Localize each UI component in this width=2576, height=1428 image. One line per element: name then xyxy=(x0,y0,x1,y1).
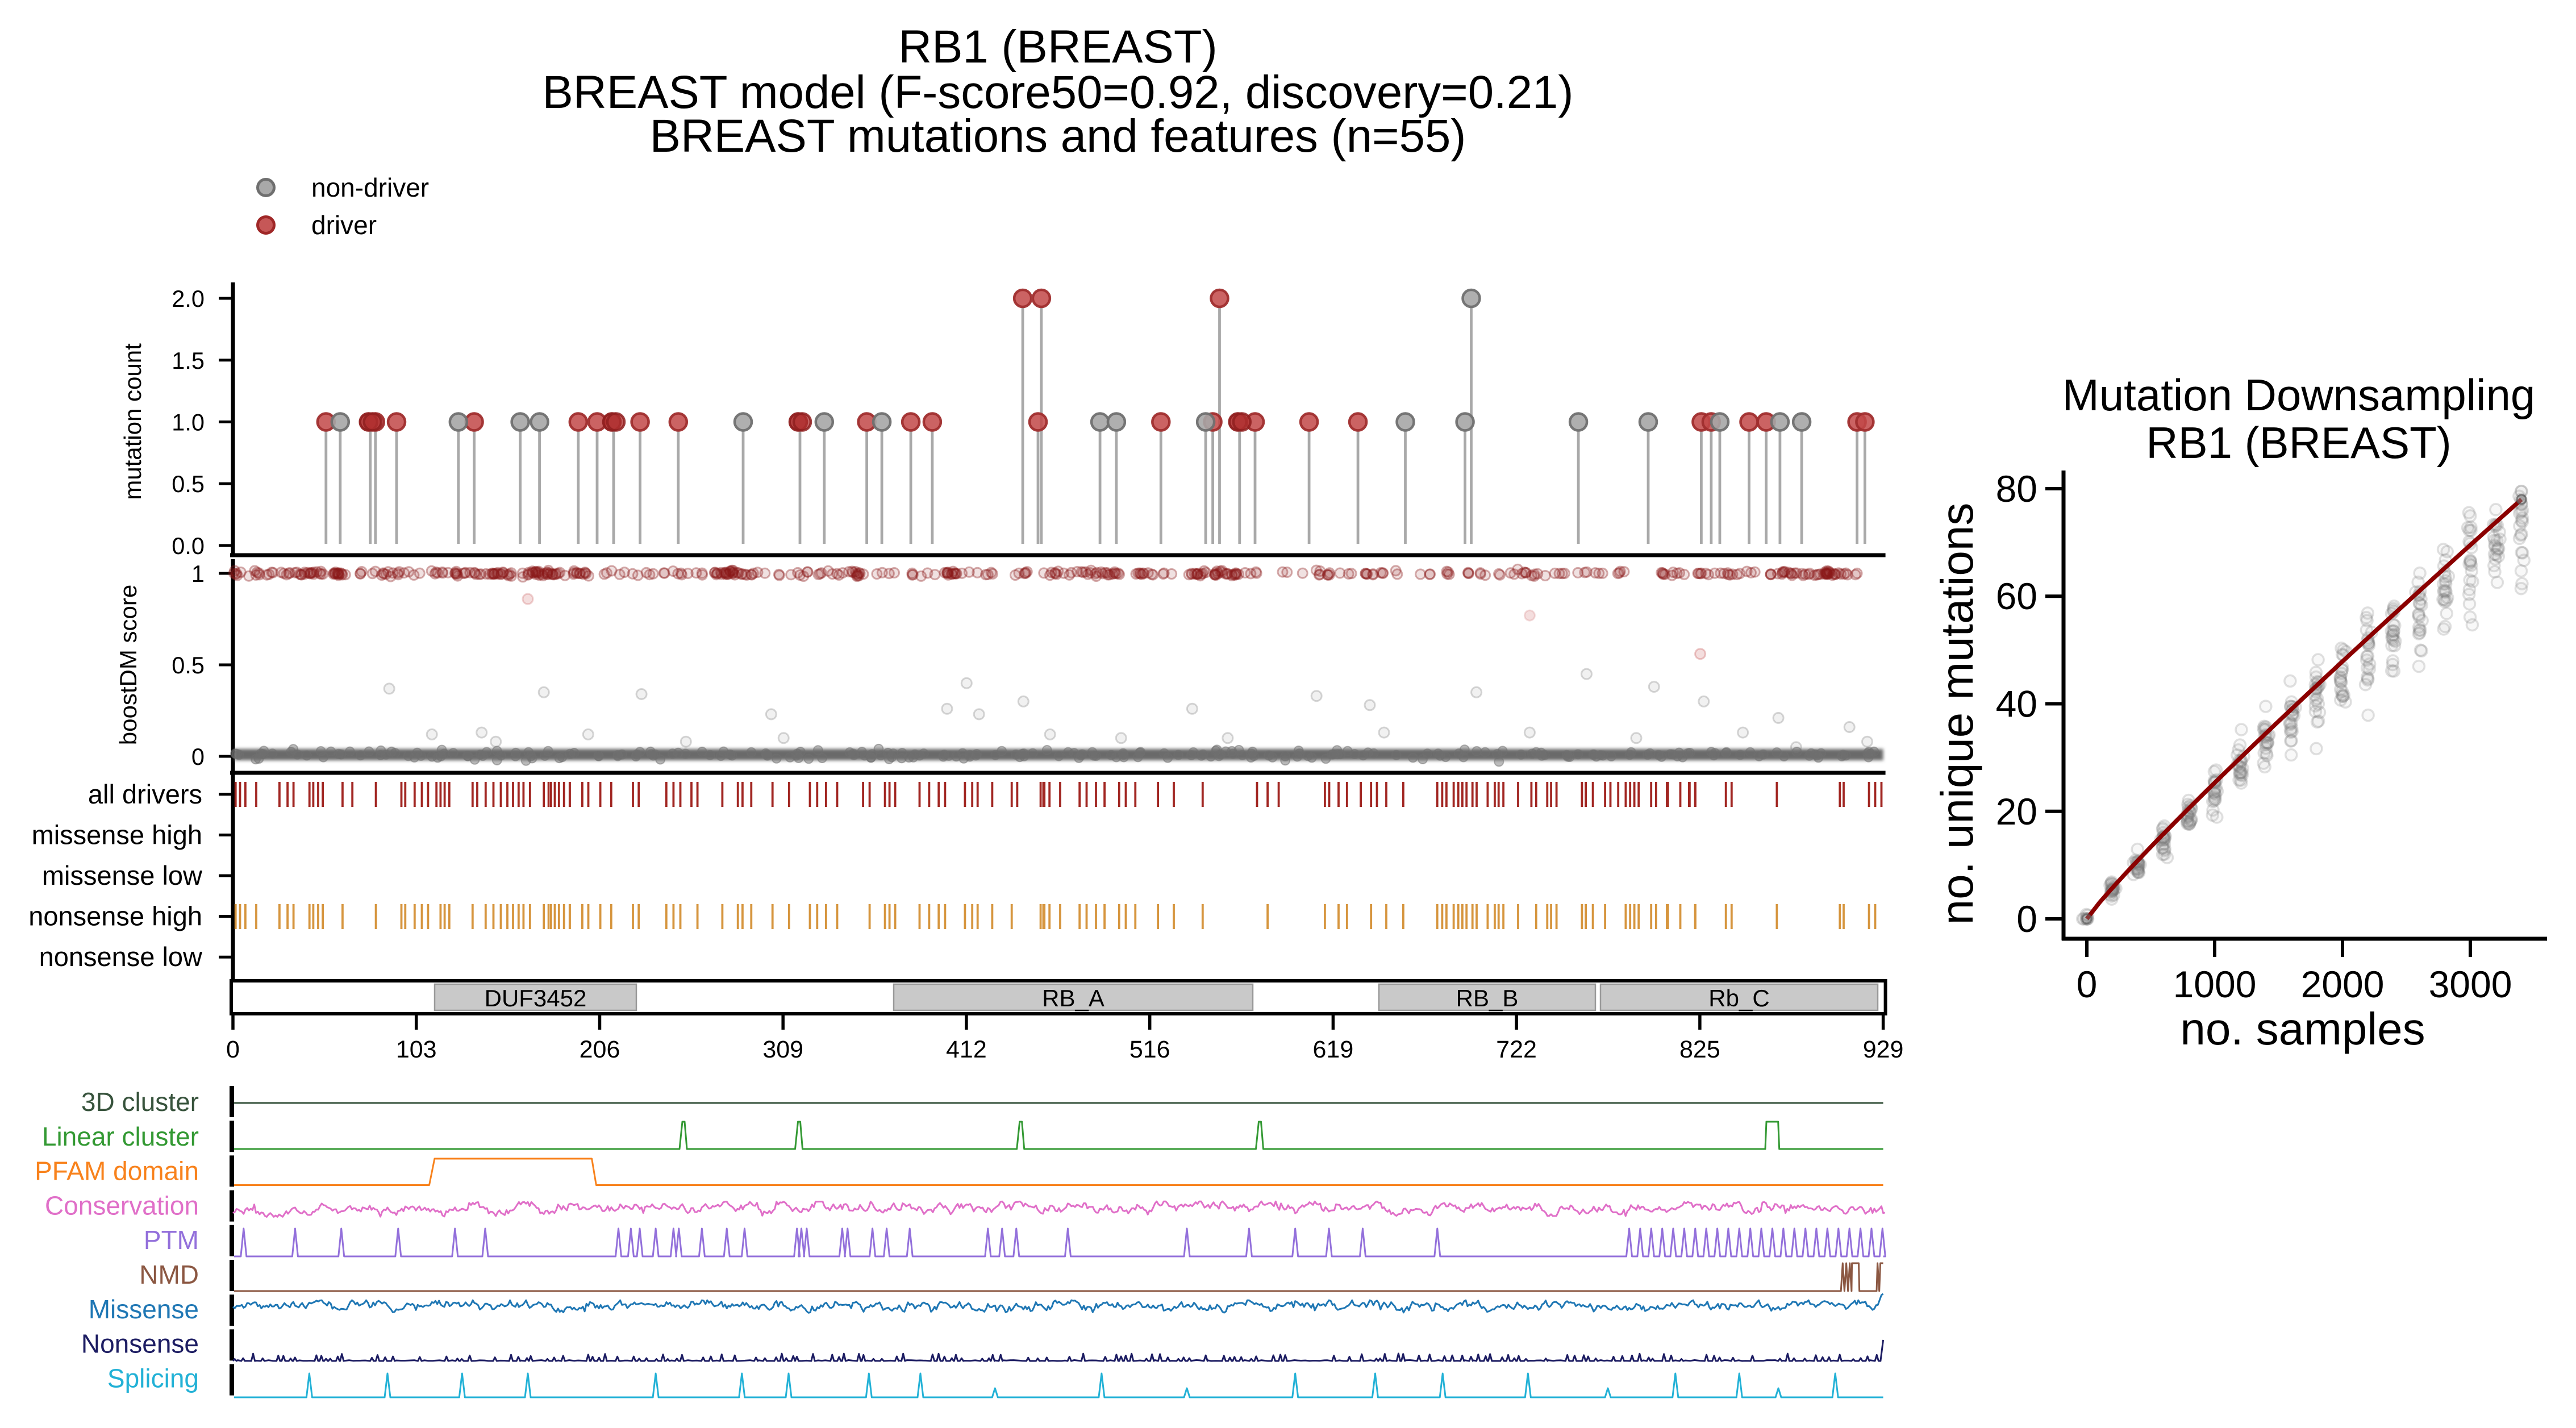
svg-text:RB1 (BREAST): RB1 (BREAST) xyxy=(898,21,1218,73)
svg-text:825: 825 xyxy=(1679,1036,1720,1063)
svg-text:Conservation: Conservation xyxy=(45,1190,199,1220)
svg-text:0.0: 0.0 xyxy=(172,532,205,559)
svg-text:non-driver: non-driver xyxy=(311,173,429,202)
svg-text:20: 20 xyxy=(1996,790,2037,832)
svg-text:1000: 1000 xyxy=(2173,963,2257,1005)
svg-text:3D cluster: 3D cluster xyxy=(81,1087,199,1117)
svg-text:missense high: missense high xyxy=(32,819,202,850)
svg-text:PFAM domain: PFAM domain xyxy=(35,1156,199,1186)
svg-text:missense low: missense low xyxy=(42,860,203,890)
svg-text:no. unique mutations: no. unique mutations xyxy=(1932,503,1982,925)
svg-text:722: 722 xyxy=(1496,1036,1537,1063)
svg-text:516: 516 xyxy=(1129,1036,1170,1063)
svg-text:driver: driver xyxy=(311,210,377,240)
svg-text:DUF3452: DUF3452 xyxy=(485,985,587,1011)
svg-text:2.0: 2.0 xyxy=(172,285,205,312)
svg-text:all drivers: all drivers xyxy=(88,779,202,809)
svg-text:mutation count: mutation count xyxy=(119,343,146,500)
svg-text:206: 206 xyxy=(580,1036,620,1063)
svg-text:nonsense high: nonsense high xyxy=(28,901,202,931)
svg-text:Mutation Downsampling: Mutation Downsampling xyxy=(2062,370,2535,420)
svg-text:Rb_C: Rb_C xyxy=(1708,985,1769,1011)
svg-text:0: 0 xyxy=(226,1036,240,1063)
svg-text:103: 103 xyxy=(396,1036,437,1063)
svg-text:0.5: 0.5 xyxy=(172,652,205,678)
svg-text:619: 619 xyxy=(1313,1036,1354,1063)
svg-text:80: 80 xyxy=(1996,468,2037,510)
svg-text:0: 0 xyxy=(191,743,205,770)
svg-text:1.5: 1.5 xyxy=(172,347,205,374)
svg-text:2000: 2000 xyxy=(2301,963,2385,1005)
svg-text:Linear cluster: Linear cluster xyxy=(42,1122,199,1151)
svg-text:boostDM score: boostDM score xyxy=(115,585,141,745)
svg-text:RB_B: RB_B xyxy=(1456,985,1519,1011)
svg-text:PTM: PTM xyxy=(144,1225,199,1255)
svg-text:NMD: NMD xyxy=(139,1260,199,1289)
svg-text:BREAST mutations and features: BREAST mutations and features (n=55) xyxy=(650,110,1466,162)
svg-text:0.5: 0.5 xyxy=(172,471,205,497)
svg-text:Missense: Missense xyxy=(89,1294,199,1324)
svg-text:Splicing: Splicing xyxy=(107,1363,199,1393)
svg-text:1.0: 1.0 xyxy=(172,409,205,436)
svg-text:Nonsense: Nonsense xyxy=(81,1329,199,1359)
svg-text:RB_A: RB_A xyxy=(1042,985,1104,1011)
svg-text:no. samples: no. samples xyxy=(2180,1004,2425,1054)
svg-text:929: 929 xyxy=(1863,1036,1904,1063)
svg-text:0: 0 xyxy=(2077,963,2098,1005)
svg-text:40: 40 xyxy=(1996,683,2037,725)
svg-text:3000: 3000 xyxy=(2429,963,2512,1005)
svg-text:RB1 (BREAST): RB1 (BREAST) xyxy=(2146,418,2451,468)
svg-text:BREAST model (F-score50=0.92,: BREAST model (F-score50=0.92, discovery=… xyxy=(543,66,1574,118)
svg-text:0: 0 xyxy=(2016,898,2037,940)
svg-text:60: 60 xyxy=(1996,575,2037,617)
svg-text:nonsense low: nonsense low xyxy=(39,942,203,972)
svg-text:1: 1 xyxy=(191,560,205,587)
svg-text:412: 412 xyxy=(946,1036,987,1063)
svg-text:309: 309 xyxy=(762,1036,803,1063)
